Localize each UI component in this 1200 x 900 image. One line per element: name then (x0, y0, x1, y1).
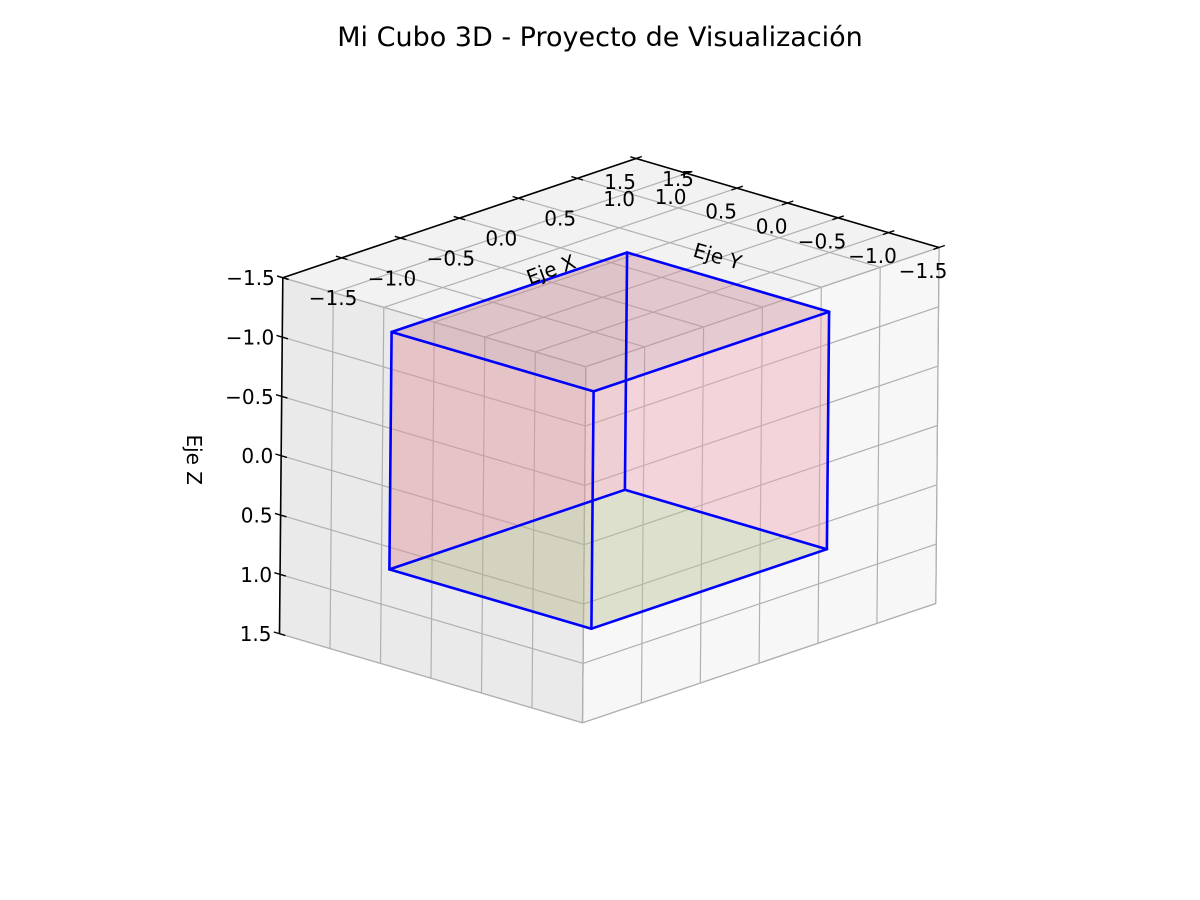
grid-line-z (281, 395, 585, 486)
y-tick (731, 185, 744, 191)
pane-edge (581, 366, 587, 723)
z-tick (276, 275, 289, 281)
grid-line-z (585, 246, 940, 368)
cube-face-back-y (591, 311, 830, 629)
grid-line-z (279, 573, 584, 664)
cube-edge (592, 310, 831, 393)
cube-face-bottom (391, 252, 830, 392)
x-tick-label: −0.5 (427, 247, 476, 271)
grid-line-y (535, 232, 889, 353)
y-tick (933, 244, 946, 251)
z-axis-label: Eje Z (182, 434, 206, 485)
cube-faces (389, 252, 830, 629)
cube-edge (623, 251, 629, 492)
x-tick-label: 1.5 (662, 167, 694, 191)
grid-lines (278, 157, 940, 724)
y-tick-label: −0.5 (798, 229, 847, 253)
grid-line-z (584, 365, 939, 486)
y-tick-label: −1.0 (848, 244, 897, 268)
y-tick-label: −1.5 (899, 259, 948, 283)
cube-edge (590, 547, 829, 631)
y-tick (781, 200, 794, 206)
z-tick (275, 394, 288, 399)
cube-edge (388, 568, 593, 631)
grid-line-y (484, 217, 839, 338)
y-tick-label: 1.5 (604, 170, 636, 194)
grid-line-z (282, 277, 586, 368)
grid-line-z (281, 455, 585, 546)
z-tick-label: 1.5 (240, 622, 272, 646)
grid-line-z (583, 484, 938, 605)
x-tick-label: −1.5 (309, 286, 358, 310)
cube-edge (590, 390, 595, 631)
z-tick-label: 1.0 (240, 563, 272, 587)
cube-face-front-x (624, 252, 830, 550)
z-tick (276, 334, 289, 340)
cube-edge (388, 330, 393, 571)
tick-labels: −1.5−1.0−0.50.00.51.01.5−1.5−1.0−0.50.00… (225, 167, 947, 646)
x-tick-label: −1.0 (368, 266, 417, 290)
axis-lines (273, 155, 946, 637)
z-tick-label: −0.5 (225, 385, 274, 409)
cube-face-back-x (389, 332, 594, 629)
y-tick-label: 0.0 (756, 215, 788, 239)
cube-face-top (389, 489, 827, 629)
grid-line-z (584, 424, 938, 546)
z-tick (273, 631, 286, 637)
x-tick (335, 255, 348, 261)
cube-edge (825, 310, 831, 551)
y-tick-label: 0.5 (705, 200, 737, 224)
y-tick (882, 230, 895, 236)
y-tick (680, 170, 693, 176)
pane-edge (935, 247, 940, 604)
cube-edges (388, 251, 831, 631)
x-tick (394, 235, 407, 241)
x-tick (512, 195, 525, 201)
grid-line-y (434, 202, 788, 323)
z-tick-label: 0.0 (241, 444, 273, 468)
z-tick-label: −1.0 (226, 326, 275, 350)
cube-face-front-y (389, 252, 628, 570)
cube-edge (390, 251, 629, 334)
x-tick-label: 0.0 (485, 227, 517, 251)
cube-edge (625, 251, 831, 314)
z-tick (274, 572, 286, 577)
x-tick-label: 1.0 (603, 187, 635, 211)
z-tick-label: 0.5 (241, 504, 273, 528)
x-tick (453, 215, 466, 221)
y-tick-label: 1.0 (655, 185, 687, 209)
z-tick-label: −1.5 (226, 266, 275, 290)
cube-edge (390, 330, 595, 393)
x-tick (571, 175, 584, 181)
x-tick-label: 0.5 (544, 207, 576, 231)
grid-line-z (585, 306, 939, 427)
y-tick (630, 155, 643, 162)
y-tick (832, 215, 845, 221)
cube-edge (623, 488, 829, 551)
grid-line-y (333, 172, 687, 294)
grid-line-y (383, 187, 738, 308)
chart-title: Mi Cubo 3D - Proyecto de Visualización (337, 22, 863, 53)
grid-line-z (282, 336, 586, 427)
pane-edge (582, 602, 936, 724)
grid-line-z (582, 543, 937, 664)
pane-edge (279, 633, 583, 724)
grid-line-z (280, 514, 584, 605)
z-tick (275, 453, 288, 459)
z-tick (274, 512, 287, 518)
cube-edge (388, 488, 627, 571)
